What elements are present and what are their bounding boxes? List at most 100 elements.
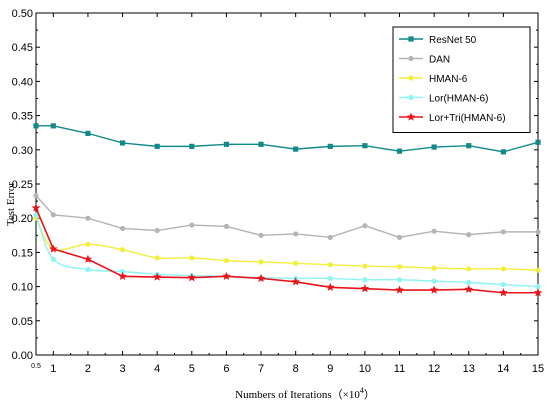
data-point	[429, 285, 439, 294]
data-point	[466, 143, 472, 149]
x-tick-label: 0.5	[31, 363, 41, 370]
data-point	[327, 234, 333, 240]
data-point	[48, 244, 58, 253]
x-axis-label-close: ）	[364, 388, 375, 401]
data-point	[119, 140, 126, 146]
data-point	[466, 279, 472, 286]
data-point	[152, 272, 162, 281]
legend-label: DAN	[429, 55, 450, 66]
data-point	[154, 227, 160, 234]
legend-swatch-marker	[408, 75, 414, 81]
data-point	[396, 148, 403, 154]
data-point	[431, 278, 437, 284]
data-point	[119, 225, 126, 232]
data-point	[119, 247, 126, 253]
x-tick-label: 12	[428, 363, 440, 375]
data-point	[535, 229, 541, 235]
y-tick-label: 0.00	[12, 350, 33, 362]
data-point	[189, 255, 195, 261]
legend-label: Lor(HMAN-6)	[429, 94, 488, 105]
x-tick-label: 7	[258, 363, 264, 375]
x-tick-label: 4	[154, 363, 160, 375]
x-axis-label-text: Numbers of Iterations（×10	[235, 388, 360, 401]
data-point	[258, 232, 264, 238]
y-axis-label: Test Error	[5, 182, 17, 226]
series-1	[33, 193, 541, 240]
data-point	[154, 255, 160, 261]
data-point	[395, 285, 404, 294]
y-tick-label: 0.15	[12, 247, 33, 259]
data-point	[396, 277, 403, 283]
y-tick-label: 0.25	[12, 179, 33, 191]
data-point	[500, 229, 506, 235]
data-point	[464, 284, 474, 294]
legend-label: HMAN-6	[429, 74, 468, 85]
legend-swatch-marker	[406, 112, 416, 121]
x-tick-label: 9	[327, 363, 333, 375]
data-point	[189, 143, 195, 149]
x-tick-label: 14	[497, 363, 509, 375]
data-point	[500, 149, 506, 155]
x-tick-label: 2	[85, 363, 91, 375]
data-point	[31, 203, 41, 212]
series-line	[35, 214, 539, 288]
data-point	[189, 222, 195, 228]
series-4	[31, 203, 543, 297]
axes-layer: 0.00 0.05 0.10 0.15 0.20 0.25 0.30 0.35 0.40 0.45…	[12, 8, 545, 375]
x-tick-label: 1	[50, 363, 56, 375]
x-tick-label: 15	[532, 363, 544, 375]
data-point	[221, 271, 231, 281]
data-point	[396, 264, 403, 270]
data-point	[498, 288, 508, 297]
data-point	[327, 275, 333, 281]
data-point	[223, 141, 230, 147]
y-tick-label: 0.20	[12, 213, 33, 225]
data-point	[327, 143, 333, 149]
y-tick-label: 0.45	[12, 42, 33, 54]
data-point	[83, 254, 93, 264]
legend-swatch-marker	[408, 94, 414, 101]
y-tick-label: 0.50	[12, 8, 33, 20]
data-point	[535, 267, 541, 273]
data-point	[360, 283, 370, 293]
data-point	[85, 241, 91, 247]
data-point	[500, 266, 506, 272]
series-line	[35, 217, 539, 271]
data-point	[293, 231, 299, 237]
y-tick-label: 0.05	[12, 316, 33, 328]
data-point	[85, 266, 91, 273]
data-point	[50, 123, 56, 129]
data-point	[33, 212, 39, 218]
legend-swatch-marker	[408, 55, 414, 62]
series-0	[33, 123, 541, 155]
legend-box	[392, 26, 531, 133]
y-tick-label: 0.35	[12, 111, 33, 123]
data-point	[223, 258, 230, 264]
x-tick-label: 13	[463, 363, 475, 375]
data-point	[431, 265, 437, 271]
legend-label: ResNet 50	[429, 35, 477, 46]
data-point	[258, 141, 264, 147]
data-point	[119, 268, 126, 275]
data-point	[85, 215, 91, 221]
x-tick-label: 6	[223, 363, 229, 375]
data-point	[256, 273, 266, 283]
data-point	[118, 271, 128, 281]
data-point	[258, 259, 264, 265]
series-layer	[31, 123, 543, 297]
data-point	[362, 277, 368, 283]
data-point	[187, 273, 197, 282]
data-point	[362, 223, 368, 229]
x-tick-label: 3	[119, 363, 125, 375]
data-point	[535, 284, 541, 290]
x-axis-label-exponent: 4	[360, 386, 364, 395]
data-point	[466, 266, 472, 272]
data-point	[362, 143, 368, 149]
data-point	[431, 144, 437, 150]
legend-swatch-marker	[408, 36, 414, 42]
data-point	[362, 263, 368, 269]
series-line	[35, 207, 538, 294]
x-tick-label: 5	[189, 363, 195, 375]
legend: ResNet 50 DAN HMAN-6 Lor(HMAN-6) Lor+Tri(HMA…	[392, 26, 531, 133]
